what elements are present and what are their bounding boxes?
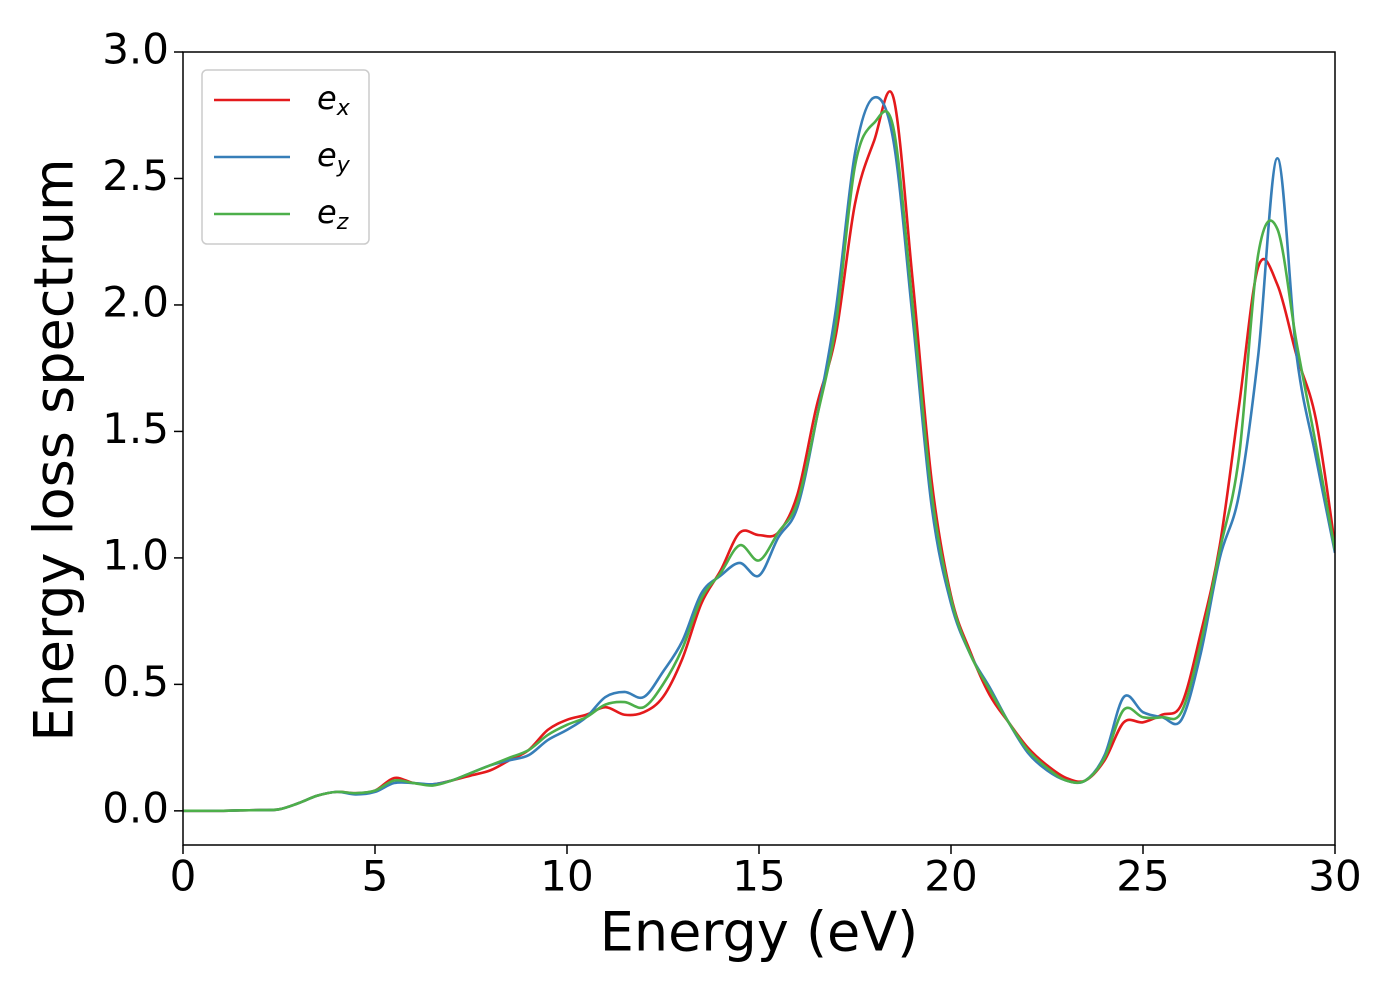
legend-label: ey — [317, 136, 351, 178]
x-tick-label: 30 — [1308, 852, 1361, 901]
line-series — [183, 109, 1335, 813]
plot-frame — [182, 51, 1336, 846]
x-tick-label: 5 — [362, 852, 389, 901]
y-tick-label: 3.0 — [102, 25, 169, 74]
x-tick-label: 10 — [540, 852, 593, 901]
x-tick-label: 15 — [732, 852, 785, 901]
y-tick-label: 1.0 — [102, 530, 169, 579]
y-tick-label: 2.0 — [102, 277, 169, 326]
y-tick-label: 2.5 — [102, 151, 169, 200]
x-tick-label: 0 — [170, 852, 197, 901]
legend-label: ex — [317, 79, 351, 121]
y-tick-label: 0.0 — [102, 783, 169, 832]
line-series — [183, 90, 1335, 813]
y-tick-label: 1.5 — [102, 404, 169, 453]
y-axis-label: Energy loss spectrum — [23, 158, 86, 741]
legend-label: ez — [317, 193, 349, 235]
y-tick-label: 0.5 — [102, 657, 169, 706]
x-tick-label: 20 — [924, 852, 977, 901]
x-tick-label: 25 — [1116, 852, 1169, 901]
x-axis-label: Energy (eV) — [600, 901, 919, 964]
